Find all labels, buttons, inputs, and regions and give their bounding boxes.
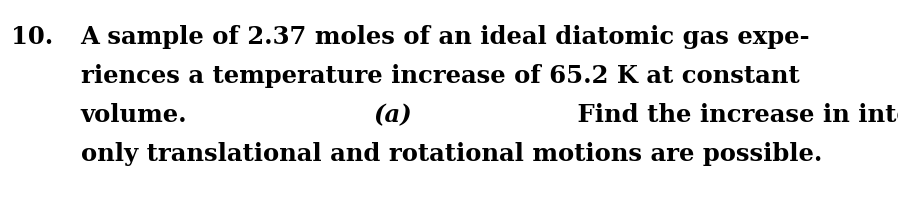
Text: volume.: volume. <box>81 103 196 127</box>
Text: Find the increase in internal energy if: Find the increase in internal energy if <box>568 103 898 127</box>
Text: A sample of 2.37 moles of an ideal diatomic gas expe-: A sample of 2.37 moles of an ideal diato… <box>81 25 810 49</box>
Text: riences a temperature increase of 65.2 K at constant: riences a temperature increase of 65.2 K… <box>81 64 799 88</box>
Text: 10.: 10. <box>11 25 53 49</box>
Text: (a): (a) <box>374 103 413 127</box>
Text: only translational and rotational motions are possible.: only translational and rotational motion… <box>81 142 822 166</box>
